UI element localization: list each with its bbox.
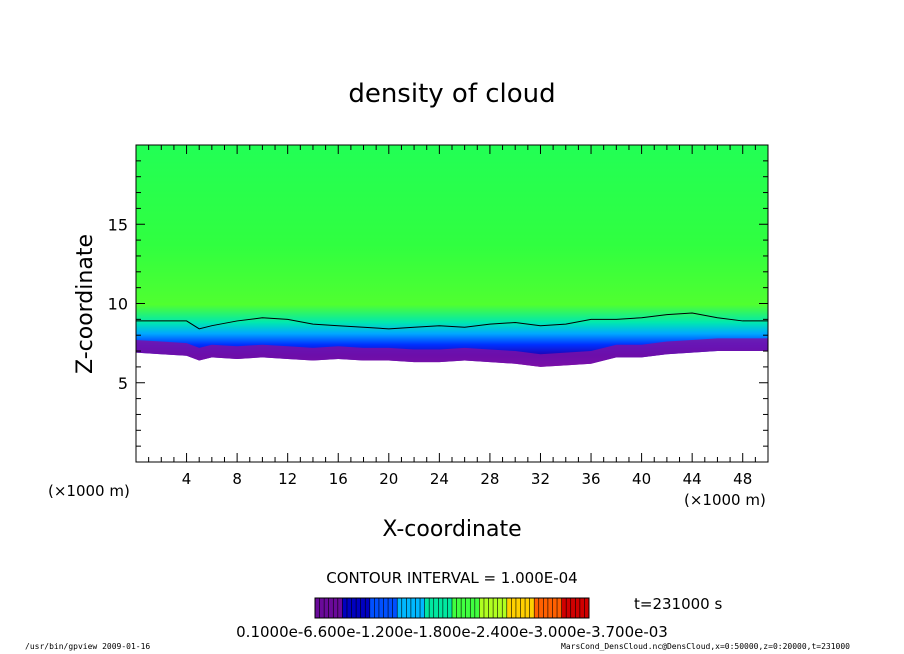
x-unit-right: (×1000 m) [684,491,766,509]
colorbar-swatch [315,598,321,618]
colorbar-swatch [388,598,394,618]
cloud-base-band [136,338,768,367]
colorbar-swatch [493,598,499,618]
colorbar-swatch [483,598,490,618]
x-unit-left: (×1000 m) [48,482,130,500]
y-axis-label: Z-coordinate [73,234,98,374]
x-tick-label: 24 [430,470,449,488]
colorbar-frame [314,597,590,619]
colorbar-swatch [438,598,444,618]
y-tick-label: 5 [118,374,128,393]
colorbar-swatch [561,598,567,618]
colorbar-swatch [328,598,334,618]
colorbar-swatch [488,598,494,618]
colorbar-swatch [333,598,339,618]
colorbar-swatch [525,598,531,618]
colorbar-swatch [452,598,458,618]
y-axis-ticks: 5 10 15 [108,160,768,447]
colorbar-swatch [433,598,439,618]
x-tick-label: 28 [480,470,499,488]
x-tick-label: 36 [581,470,600,488]
y-tick-label: 15 [108,215,128,234]
colorbar-swatch [497,598,503,618]
x-tick-label: 40 [632,470,651,488]
colorbar-swatch [470,598,476,618]
colorbar-swatch [529,598,535,618]
colorbar-swatch [351,598,357,618]
colorbar-swatch [392,598,398,618]
x-tick-label: 12 [278,470,297,488]
colorbar-swatch [456,598,462,618]
colorbar-swatch [360,598,366,618]
colorbar-swatch [543,598,549,618]
colorbar-swatch [356,598,362,618]
x-tick-label: 48 [733,470,752,488]
colorbar-swatch [538,598,544,618]
colorbar-swatch [570,598,576,618]
colorbar-swatch [520,598,526,618]
colorbar-swatch [424,598,430,618]
x-tick-label: 16 [329,470,348,488]
colorbar-swatch [447,598,453,618]
x-axis-label: X-coordinate [382,517,521,542]
colorbar-swatch [465,598,471,618]
x-tick-label: 8 [232,470,242,488]
colorbar-swatch [397,598,403,618]
x-axis-ticks: 4 8 12 16 20 24 28 32 36 40 44 48 [148,145,756,488]
colorbar-swatch [566,598,572,618]
colorbar-swatch [479,598,485,618]
x-tick-label: 32 [531,470,550,488]
colorbar-swatch [319,598,325,618]
colorbar-swatch [410,598,416,618]
colorbar-swatch [383,598,389,618]
colorbar-swatch [552,598,558,618]
x-tick-label: 20 [379,470,398,488]
y-tick-label: 10 [108,295,128,314]
colorbar-swatch [557,598,563,618]
colorbar-swatch [365,598,371,618]
colorbar-swatch [442,598,448,618]
colorbar-swatch [429,598,435,618]
cloud-density-field [136,145,768,367]
colorbar-swatch [547,598,553,618]
colorbar-swatch [474,598,480,618]
colorbar-swatch [415,598,421,618]
x-tick-label: 44 [683,470,702,488]
colorbar-swatch [584,598,590,618]
colorbar-swatch [420,598,426,618]
contour-line [136,312,768,330]
colorbar [314,598,590,618]
colorbar-swatch [515,598,521,618]
colorbar-swatch [579,598,585,618]
colorbar-swatch [534,598,540,618]
contour-interval: CONTOUR INTERVAL = 1.000E-04 [326,569,577,587]
footer-left: /usr/bin/gpview 2009-01-16 [25,642,151,651]
colorbar-swatch [406,598,412,618]
colorbar-swatch [374,598,380,618]
colorbar-swatch [346,598,353,618]
colorbar-swatch [378,598,384,618]
colorbar-swatch [461,598,467,618]
colorbar-swatch [502,598,508,618]
colorbar-swatch [324,598,330,618]
colorbar-labels: 0.1000e-6.600e-1.200e-1.800e-2.400e-3.00… [236,623,668,641]
colorbar-swatch [369,598,375,618]
colorbar-swatch [506,598,512,618]
time-label: t=231000 s [634,595,722,613]
colorbar-swatch [401,598,407,618]
x-tick-label: 4 [182,470,192,488]
footer-right: MarsCond_DensCloud.nc@DensCloud,x=0:5000… [561,642,850,651]
colorbar-swatch [342,598,348,618]
chart-title: density of cloud [348,79,555,109]
colorbar-swatch [575,598,581,618]
colorbar-swatch [337,598,343,618]
colorbar-swatch [511,598,517,618]
